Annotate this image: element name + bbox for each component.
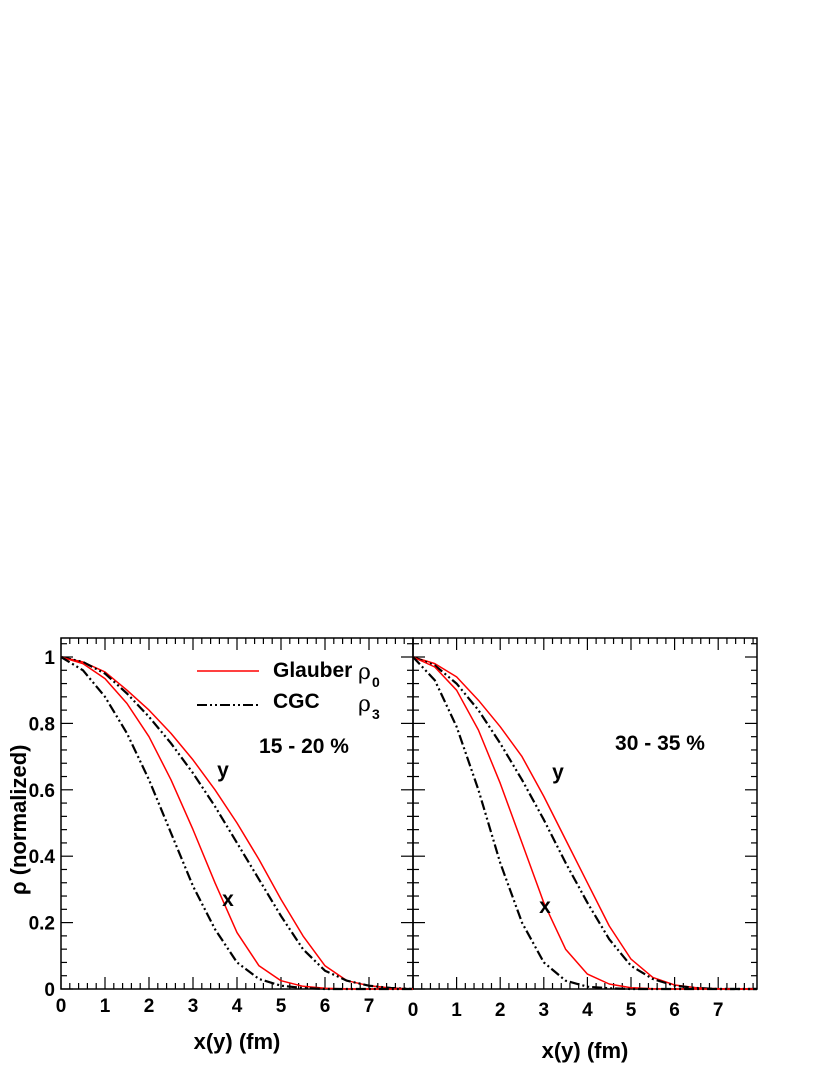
left-series-group bbox=[60, 655, 414, 991]
left-x-axis-title: x(y) (fm) bbox=[194, 1029, 281, 1054]
left-y-tick-label: 1 bbox=[44, 648, 55, 669]
left-series-cgc-x bbox=[60, 656, 413, 991]
left-y-curve-label: y bbox=[217, 759, 229, 782]
left-tick-marks bbox=[60, 638, 414, 990]
right-x-axis-title: x(y) (fm) bbox=[542, 1038, 629, 1063]
right-plot-frame bbox=[412, 637, 758, 990]
left-series-glauber-x bbox=[60, 656, 413, 990]
right-series-glauber-x bbox=[412, 656, 757, 990]
left-y-tick-label: 0.6 bbox=[29, 781, 55, 802]
legend-cgc-label: CGC bbox=[273, 690, 320, 713]
left-series-cgc-y bbox=[60, 655, 414, 991]
right-x-tick-label: 1 bbox=[451, 1000, 462, 1021]
right-x-tick-label: 3 bbox=[539, 1000, 550, 1021]
right-x-tick-label: 0 bbox=[408, 1000, 419, 1021]
right-x-tick-label: 5 bbox=[626, 1000, 637, 1021]
legend-cgc-subscript: 3 bbox=[372, 706, 380, 722]
right-series-glauber-y bbox=[412, 656, 757, 990]
left-x-tick-label: 2 bbox=[144, 996, 155, 1017]
right-series-cgc-y bbox=[412, 655, 757, 991]
left-x-tick-label: 5 bbox=[276, 996, 287, 1017]
left-x-tick-label: 4 bbox=[232, 996, 243, 1017]
legend-glauber-symbol: ρ bbox=[358, 660, 371, 685]
tick-labels-group: 0 1 2 3 4 5 6 7 0 0.2 0.4 0.6 0.8 1 0 1 2 3 4 5 6 7 bbox=[29, 648, 724, 1021]
right-x-tick-label: 7 bbox=[713, 1000, 724, 1021]
right-series-group bbox=[412, 655, 757, 991]
left-x-tick-label: 6 bbox=[320, 996, 331, 1017]
left-x-tick-label: 3 bbox=[188, 996, 199, 1017]
right-tick-marks bbox=[412, 638, 757, 990]
y-axis-title: ρ (normalized) bbox=[6, 744, 31, 895]
left-y-tick-label: 0.8 bbox=[29, 714, 55, 735]
left-x-tick-label: 7 bbox=[364, 996, 375, 1017]
left-y-tick-label: 0 bbox=[44, 980, 55, 1001]
legend-cgc-symbol: ρ bbox=[358, 692, 371, 717]
right-series-cgc-x bbox=[412, 656, 757, 991]
legend-glauber-label: Glauber bbox=[273, 659, 352, 682]
right-centrality-label: 30 - 35 % bbox=[615, 732, 705, 755]
left-x-curve-label: x bbox=[222, 888, 234, 911]
right-x-curve-label: x bbox=[539, 895, 551, 918]
left-centrality-label: 15 - 20 % bbox=[259, 735, 349, 758]
right-x-tick-label: 4 bbox=[582, 1000, 593, 1021]
right-x-tick-label: 6 bbox=[669, 1000, 680, 1021]
left-y-tick-label: 0.2 bbox=[29, 914, 55, 935]
left-x-tick-label: 0 bbox=[56, 996, 67, 1017]
left-y-tick-label: 0.4 bbox=[29, 847, 56, 868]
right-y-curve-label: y bbox=[552, 761, 564, 784]
legend: Glauber ρ 0 CGC ρ 3 bbox=[197, 659, 380, 722]
right-x-tick-label: 2 bbox=[495, 1000, 506, 1021]
left-plot-frame bbox=[60, 637, 414, 990]
legend-glauber-subscript: 0 bbox=[372, 674, 380, 690]
left-x-tick-label: 1 bbox=[100, 996, 111, 1017]
